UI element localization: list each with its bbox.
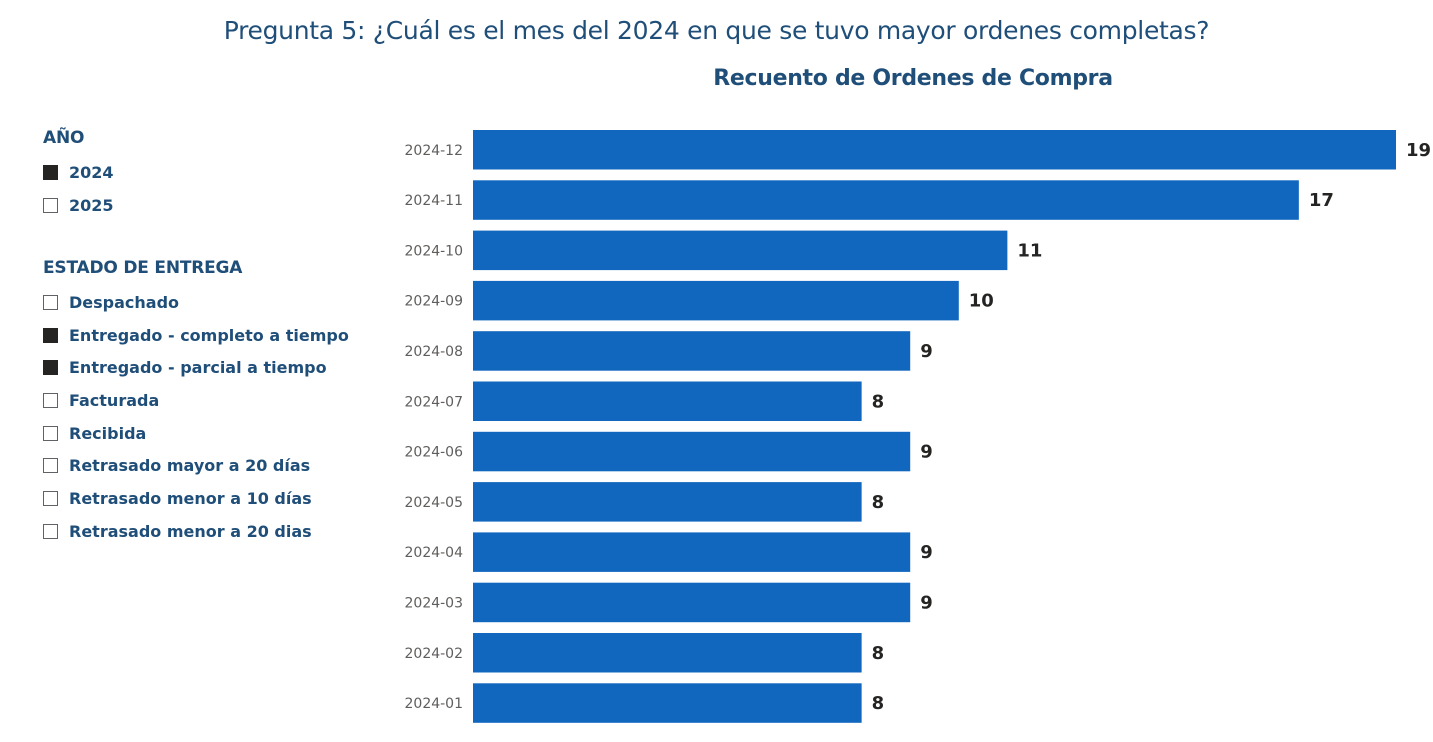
data-label: 8 bbox=[872, 492, 885, 513]
year-option[interactable]: 2024 bbox=[43, 156, 114, 189]
year-option[interactable]: 2025 bbox=[43, 189, 114, 222]
checkbox-checked[interactable] bbox=[43, 164, 58, 180]
delivery-status-option-label: Recibida bbox=[69, 423, 147, 443]
bar[interactable] bbox=[473, 331, 911, 371]
bar[interactable] bbox=[473, 683, 862, 723]
delivery-status-option[interactable]: Despachado bbox=[43, 286, 349, 319]
y-tick-label: 2024-04 bbox=[405, 545, 464, 561]
year-option-label: 2025 bbox=[69, 195, 114, 215]
checkbox-unchecked[interactable] bbox=[43, 523, 58, 539]
checkbox-checked[interactable] bbox=[43, 327, 58, 343]
y-tick-label: 2024-05 bbox=[405, 495, 464, 511]
y-tick-label: 2024-06 bbox=[405, 445, 464, 461]
bar[interactable] bbox=[473, 280, 959, 321]
bar[interactable] bbox=[473, 180, 1299, 220]
y-tick-label: 2024-07 bbox=[405, 394, 464, 410]
data-label: 9 bbox=[920, 341, 933, 362]
data-label: 17 bbox=[1309, 190, 1334, 211]
y-tick-label: 2024-02 bbox=[405, 646, 464, 662]
delivery-status-option-label: Entregado - parcial a tiempo bbox=[69, 358, 327, 378]
bar[interactable] bbox=[473, 633, 862, 673]
delivery-status-option[interactable]: Entregado - completo a tiempo bbox=[43, 319, 349, 352]
data-label: 11 bbox=[1017, 240, 1042, 261]
y-tick-label: 2024-09 bbox=[405, 294, 464, 310]
delivery-status-slicer: ESTADO DE ENTREGA Despachado Entregado - … bbox=[43, 258, 349, 548]
delivery-status-option-label: Retrasado mayor a 20 días bbox=[69, 456, 311, 476]
data-label: 9 bbox=[920, 442, 933, 463]
year-option-label: 2024 bbox=[69, 162, 114, 182]
delivery-status-option[interactable]: Entregado - parcial a tiempo bbox=[43, 351, 349, 384]
y-tick-label: 2024-03 bbox=[405, 595, 464, 611]
year-slicer-items: 2024 2025 bbox=[43, 156, 114, 221]
delivery-status-option-label: Facturada bbox=[69, 390, 160, 410]
bar[interactable] bbox=[473, 230, 1008, 271]
y-tick-label: 2024-08 bbox=[405, 344, 464, 360]
delivery-status-option-label: Retrasado menor a 10 días bbox=[69, 488, 312, 508]
page-title: Pregunta 5: ¿Cuál es el mes del 2024 en … bbox=[223, 16, 1210, 45]
y-tick-label: 2024-12 bbox=[405, 143, 464, 159]
checkbox-unchecked[interactable] bbox=[43, 294, 58, 310]
checkbox-checked[interactable] bbox=[43, 360, 58, 376]
delivery-status-slicer-header: ESTADO DE ENTREGA bbox=[43, 258, 243, 278]
delivery-status-option[interactable]: Retrasado menor a 10 días bbox=[43, 482, 349, 515]
delivery-status-option[interactable]: Retrasado mayor a 20 días bbox=[43, 449, 349, 482]
delivery-status-option[interactable]: Retrasado menor a 20 dias bbox=[43, 515, 349, 548]
delivery-status-option[interactable]: Recibida bbox=[43, 417, 349, 450]
data-label: 9 bbox=[920, 592, 933, 613]
delivery-status-option-label: Despachado bbox=[69, 292, 180, 312]
delivery-status-option-label: Entregado - completo a tiempo bbox=[69, 325, 349, 345]
bar[interactable] bbox=[473, 130, 1396, 170]
checkbox-unchecked[interactable] bbox=[43, 490, 58, 506]
data-label: 8 bbox=[872, 643, 885, 664]
data-label: 19 bbox=[1406, 140, 1431, 161]
bar[interactable] bbox=[473, 482, 862, 522]
data-label: 8 bbox=[872, 391, 885, 412]
data-label: 8 bbox=[872, 693, 885, 714]
checkbox-unchecked[interactable] bbox=[43, 392, 58, 408]
checkbox-unchecked[interactable] bbox=[43, 458, 58, 474]
delivery-status-option-label: Retrasado menor a 20 dias bbox=[69, 521, 312, 541]
y-tick-label: 2024-10 bbox=[405, 243, 464, 259]
bar[interactable] bbox=[473, 431, 911, 472]
checkbox-unchecked[interactable] bbox=[43, 197, 58, 213]
data-label: 10 bbox=[969, 291, 994, 312]
chart-title: Recuento de Ordenes de Compra bbox=[713, 66, 1113, 91]
delivery-status-slicer-items: Despachado Entregado - completo a tiempo E… bbox=[43, 286, 349, 548]
year-slicer-header: AÑO bbox=[43, 128, 85, 148]
y-tick-label: 2024-11 bbox=[405, 193, 464, 209]
y-tick-label: 2024-01 bbox=[405, 696, 464, 712]
bar[interactable] bbox=[473, 381, 862, 422]
year-slicer: AÑO 2024 2025 bbox=[43, 128, 114, 221]
bar[interactable] bbox=[473, 582, 911, 623]
checkbox-unchecked[interactable] bbox=[43, 425, 58, 441]
data-label: 9 bbox=[920, 542, 933, 563]
bar[interactable] bbox=[473, 532, 911, 572]
delivery-status-option[interactable]: Facturada bbox=[43, 384, 349, 417]
